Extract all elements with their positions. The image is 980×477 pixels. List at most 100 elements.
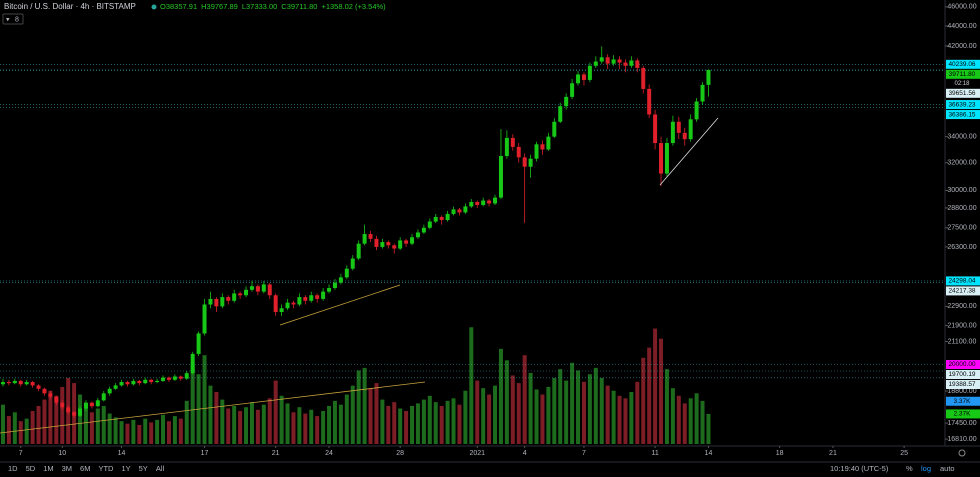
volume-bar [238,411,243,444]
volume-bar [404,411,409,444]
volume-bar [332,400,337,444]
y-tick-label: 34000.00 [947,133,976,140]
range-button[interactable]: All [156,464,165,473]
volume-bar [688,398,693,444]
volume-bar [321,411,326,444]
volume-bar [119,421,124,444]
volume-badge [946,409,980,419]
candle-body [653,114,658,144]
volume-bar [297,407,302,444]
candle-body [137,380,142,384]
y-tick-label: 44000.00 [947,23,976,30]
volume-bar [469,327,474,444]
candle-body [101,393,106,401]
x-tick-label: 21 [272,450,280,457]
candle-body [682,132,687,140]
y-tick-label: 18800.00 [947,388,976,395]
volume-bar [291,412,296,444]
x-tick-label: 17 [201,450,209,457]
candle-body [327,288,332,292]
volume-bar [267,398,272,444]
range-button[interactable]: 5Y [139,464,148,473]
candle-body [534,144,539,159]
x-tick-label: 18 [776,450,784,457]
volume-badge-label: 3.37K [954,398,972,405]
range-button[interactable]: 1M [43,464,53,473]
volume-bar [327,405,332,444]
volume-bar [676,395,681,444]
candle-body [119,382,124,386]
volume-bar [552,378,557,444]
range-button[interactable]: 6M [80,464,90,473]
candle-body [617,59,622,63]
ohlc-value: O38357.91 [160,2,197,11]
volume-bar [558,369,563,444]
x-tick-label: 4 [523,450,527,457]
volume-bar [344,394,349,444]
volume-bar [664,369,669,444]
volume-bar [202,355,207,444]
volume-bar [635,381,640,444]
candle-body [6,382,11,384]
indicator-arrow: ▾ [6,16,10,23]
volume-bar [540,394,545,444]
volume-bar [350,385,355,444]
volume-bar [564,380,569,444]
price-badge [946,69,980,79]
candle-body [564,96,569,107]
volume-bar [78,394,83,444]
range-button[interactable]: 1D [8,464,18,473]
indicator-toggle[interactable] [2,13,24,25]
volume-bar [255,409,260,444]
trendline [279,284,401,326]
candle-body [362,234,367,244]
settings-icon[interactable] [958,449,966,457]
candle-body [303,297,308,301]
volume-bar [421,399,426,444]
ohlc-value: H39767.89 [201,2,238,11]
volume-bar [670,388,675,444]
candle-body [410,237,415,244]
candle-body [178,376,183,379]
ohlc-legend: O38357.91 H39767.89 L37333.00 C39711.80 +135… [160,2,386,11]
log-toggle[interactable]: log [921,464,931,473]
percent-toggle[interactable]: % [906,464,913,473]
x-tick-label: 2021 [469,450,485,457]
volume-bar [581,381,586,444]
price-badge [946,59,980,69]
candle-body [131,380,136,385]
range-button[interactable]: 3M [62,464,72,473]
candle-body [321,291,326,299]
candle-body [161,377,166,381]
candle-body [510,137,515,147]
volume-bar [244,407,249,444]
candle-body [149,379,154,383]
candle-body [475,202,480,205]
auto-toggle[interactable]: auto [940,464,955,473]
candle-body [297,297,302,305]
volume-bar [493,385,498,444]
price-badge-label: 36386.15 [948,111,975,118]
volume-bar [48,390,53,444]
candle-body [433,216,438,222]
y-tick-label: 42000.00 [947,43,976,50]
candle-body [457,209,462,213]
candle-body [338,277,343,283]
candle-body [587,65,592,80]
candle-body [700,84,705,102]
volume-bar [155,419,160,444]
candle-body [445,213,450,221]
volume-bar [694,393,699,444]
volume-bar [611,390,616,444]
volume-bar [647,347,652,444]
plot [0,46,945,444]
candle-body [60,402,65,408]
volume-bar [143,418,148,444]
price-badge [946,100,980,110]
range-button[interactable]: 5D [26,464,36,473]
volume-bar [487,394,492,444]
volume-bar [368,388,373,444]
range-button[interactable]: 1Y [121,464,130,473]
candle-body [386,242,391,246]
range-button[interactable]: YTD [98,464,114,473]
